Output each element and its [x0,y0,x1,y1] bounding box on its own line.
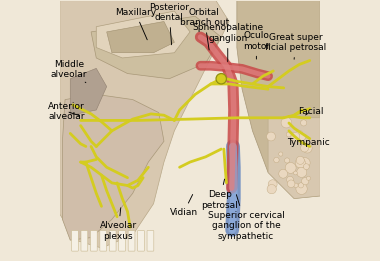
Circle shape [301,144,309,152]
Circle shape [300,158,310,168]
Circle shape [268,180,277,189]
FancyBboxPatch shape [147,230,154,251]
Circle shape [296,183,307,194]
FancyBboxPatch shape [109,230,116,251]
Circle shape [302,144,312,153]
Circle shape [298,133,306,141]
Circle shape [267,185,276,194]
Polygon shape [62,94,164,240]
Text: Tympanic: Tympanic [287,138,330,147]
Polygon shape [268,118,320,199]
Polygon shape [60,1,229,248]
FancyBboxPatch shape [128,230,135,251]
Circle shape [296,130,303,137]
Circle shape [302,134,307,139]
Text: Great super
ficial petrosal: Great super ficial petrosal [265,33,326,59]
Circle shape [291,132,300,141]
Circle shape [293,171,298,175]
Circle shape [279,169,288,178]
Text: Facial: Facial [298,107,324,116]
Circle shape [285,163,296,173]
Polygon shape [107,21,174,53]
Text: Oculo
motor: Oculo motor [243,31,270,59]
FancyBboxPatch shape [138,230,144,251]
Polygon shape [237,1,320,199]
Circle shape [295,158,306,168]
Text: Middle
alveolar: Middle alveolar [51,60,87,83]
Polygon shape [96,11,190,58]
Circle shape [287,180,295,187]
Circle shape [285,158,290,163]
Text: Orbital
branch out: Orbital branch out [180,8,229,50]
FancyBboxPatch shape [100,230,107,251]
Text: Deep
petrosal: Deep petrosal [201,179,238,210]
FancyBboxPatch shape [119,230,125,251]
Circle shape [267,132,276,141]
Text: Sphenopalatine
ganglion: Sphenopalatine ganglion [192,23,263,62]
Circle shape [287,176,293,183]
Text: Vidian: Vidian [169,194,198,217]
Text: Anterior
alveolar: Anterior alveolar [48,102,85,121]
Text: Alveolar
plexus: Alveolar plexus [100,208,137,241]
Circle shape [274,157,279,163]
Circle shape [297,167,307,177]
FancyBboxPatch shape [90,230,97,251]
Circle shape [296,156,304,164]
Circle shape [286,132,291,137]
Text: Superior cervical
ganglion of the
sympathetic: Superior cervical ganglion of the sympat… [207,195,284,241]
Text: Maxillary: Maxillary [115,8,156,40]
FancyBboxPatch shape [81,230,88,251]
Circle shape [279,152,283,156]
Circle shape [301,120,307,126]
FancyBboxPatch shape [71,230,78,251]
Circle shape [294,183,298,188]
Polygon shape [70,68,107,115]
Circle shape [281,117,292,128]
Circle shape [303,164,309,170]
Circle shape [216,74,226,84]
Circle shape [306,176,310,180]
Circle shape [301,177,309,185]
Text: Posterior
dental: Posterior dental [149,3,189,45]
Polygon shape [91,16,221,79]
Circle shape [298,183,304,188]
